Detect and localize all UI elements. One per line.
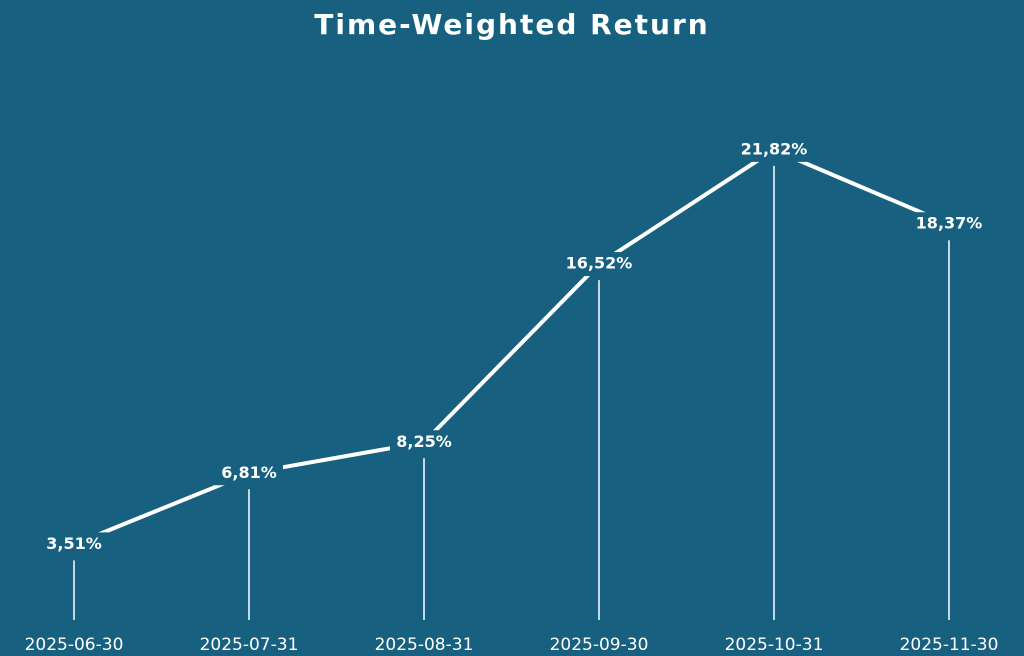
- value-label: 16,52%: [566, 254, 633, 273]
- x-tick-label: 2025-11-30: [900, 635, 999, 655]
- value-label-bg: [565, 252, 633, 277]
- x-tick-label: 2025-10-31: [725, 635, 824, 655]
- value-label-bg: [40, 532, 108, 557]
- x-tick-label: 2025-08-31: [375, 635, 474, 655]
- value-label-bg: [740, 137, 808, 162]
- value-label: 6,81%: [221, 463, 277, 482]
- chart-title: Time-Weighted Return: [314, 8, 709, 41]
- value-label: 8,25%: [396, 432, 452, 451]
- value-label-bg: [915, 212, 983, 237]
- x-tick-label: 2025-06-30: [25, 635, 124, 655]
- value-label-bg: [390, 430, 458, 455]
- value-label: 18,37%: [916, 214, 983, 233]
- value-label: 21,82%: [741, 139, 808, 158]
- x-tick-label: 2025-07-31: [200, 635, 299, 655]
- value-label: 3,51%: [46, 534, 102, 553]
- x-tick-label: 2025-09-30: [550, 635, 649, 655]
- value-label-bg: [215, 461, 283, 486]
